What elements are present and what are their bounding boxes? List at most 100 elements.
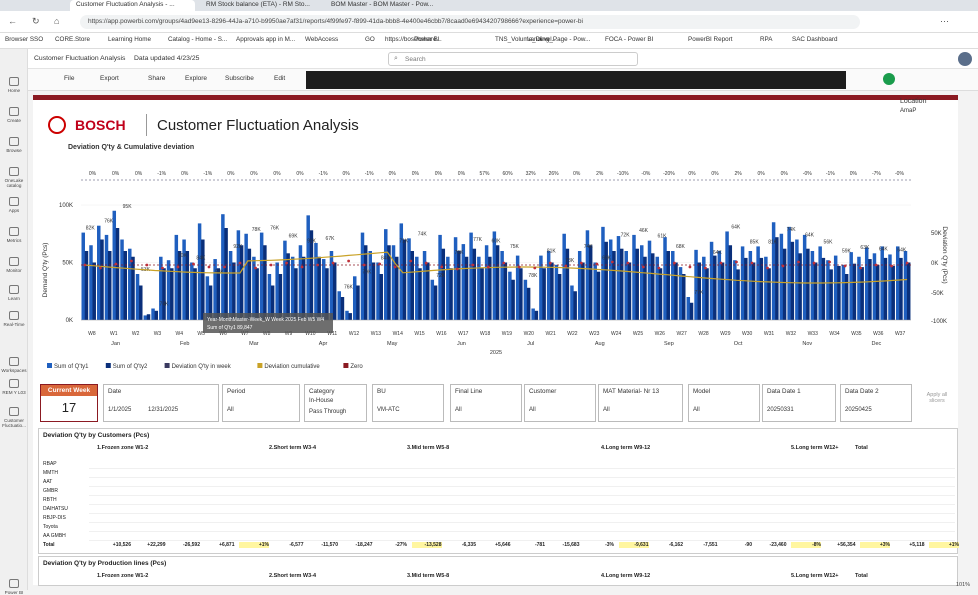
explore-button[interactable]: Explore: [185, 75, 208, 82]
rail-item-label[interactable]: Learn: [8, 296, 20, 301]
deviation-point: [641, 265, 645, 269]
tab-bom-master[interactable]: BOM Master - BOM Master - Pow...: [331, 1, 434, 8]
bu-filter-value[interactable]: VM-ATC: [377, 407, 400, 413]
period-filter-value[interactable]: All: [227, 407, 234, 413]
bookmark-item[interactable]: RPA: [760, 36, 773, 43]
filter-customer[interactable]: Customer All: [524, 384, 596, 422]
date-from[interactable]: 1/1/2025: [108, 407, 132, 413]
y2-tick-label: 0K: [931, 261, 938, 267]
bookmark-item[interactable]: Approvals app in M...: [236, 36, 296, 43]
filter-model[interactable]: Model All: [688, 384, 760, 422]
filter-category[interactable]: Category In-House Pass Through: [304, 384, 367, 422]
bookmark-item[interactable]: SAC Dashboard: [792, 36, 838, 43]
rail-item-label[interactable]: OneLake catalog: [4, 178, 24, 188]
bookmark-item[interactable]: PowerBI Report: [688, 36, 733, 43]
refresh-icon[interactable]: ↻: [32, 16, 40, 26]
bar-qty2: [689, 302, 694, 320]
apply-slicers-button[interactable]: Apply all slicers: [926, 392, 948, 404]
edit-button[interactable]: Edit: [274, 75, 286, 82]
deviation-point: [517, 265, 521, 269]
bookmark-item[interactable]: Learning Home: [108, 36, 152, 43]
week-label: W34: [829, 331, 840, 337]
bookmark-item[interactable]: TNS_Volume_Devel...: [495, 36, 557, 43]
zoom-level[interactable]: 101%: [956, 582, 971, 588]
rail-item-label[interactable]: Workspaces: [1, 368, 27, 373]
rail-item-label[interactable]: Home: [7, 88, 21, 93]
filter-bu[interactable]: BU VM-ATC: [372, 384, 444, 422]
export-menu[interactable]: Export: [100, 75, 119, 82]
filter-date[interactable]: Date 1/1/2025 12/31/2025: [103, 384, 219, 422]
filter-d2[interactable]: Data Date 2 20250425: [840, 384, 912, 422]
bar-qty2: [682, 274, 686, 320]
rail-item-label[interactable]: Apps: [8, 208, 20, 213]
bookmark-item[interactable]: GO: [365, 36, 375, 43]
avatar[interactable]: [958, 52, 972, 66]
bookmark-item[interactable]: CORE.Store: [55, 36, 90, 43]
category-option[interactable]: Pass Through: [309, 409, 347, 415]
rail-icon[interactable]: [9, 107, 19, 116]
rail-item-label[interactable]: Metrics: [6, 238, 22, 243]
rail-item-label[interactable]: Create: [7, 118, 21, 123]
rail-icon[interactable]: [9, 311, 19, 320]
bar-qty2: [899, 257, 903, 320]
search-box[interactable]: ⌕ Search: [388, 52, 638, 66]
filter-final[interactable]: Final Line All: [450, 384, 522, 422]
bookmark-item[interactable]: WebAccess: [305, 36, 339, 43]
location-value[interactable]: AmaP: [900, 108, 917, 114]
deviation-chart[interactable]: 100K 50K 0K 50K 0K -50K -100K Demand Q'ty (Pcs)…: [33, 155, 958, 380]
rail-item-label[interactable]: Real-Time: [3, 322, 25, 327]
category-option[interactable]: In-House: [309, 398, 334, 404]
bar-qty1: [616, 236, 621, 320]
refresh-icon[interactable]: [883, 73, 895, 85]
rail-icon[interactable]: [9, 257, 19, 266]
rail-icon[interactable]: [9, 579, 19, 588]
rail-icon[interactable]: [9, 77, 19, 86]
rail-item-label[interactable]: Power BI: [4, 590, 24, 595]
rail-icon[interactable]: [9, 167, 19, 176]
rail-icon[interactable]: [9, 357, 19, 366]
bookmark-item[interactable]: Landing_Page - Pow...: [527, 36, 591, 43]
bookmark-item[interactable]: Catalog - Home - S...: [168, 36, 228, 43]
tab-rm-stock[interactable]: RM Stock balance (ETA) - RM Sto...: [206, 1, 310, 8]
rail-icon[interactable]: [9, 227, 19, 236]
rail-icon[interactable]: [9, 285, 19, 294]
deviation-point: [533, 266, 537, 270]
mat-filter-value[interactable]: All: [603, 407, 610, 413]
model-filter-value[interactable]: All: [693, 407, 700, 413]
bookmark-item[interactable]: FOCA - Power BI: [605, 36, 654, 43]
share-button[interactable]: Share: [148, 75, 166, 82]
rail-icon[interactable]: [9, 407, 19, 416]
filter-period[interactable]: Period All: [222, 384, 300, 422]
filter-mat[interactable]: MAT Material- Nr 13 All: [598, 384, 683, 422]
rail-icon[interactable]: [9, 379, 19, 388]
final-filter-value[interactable]: All: [455, 407, 462, 413]
rail-item-label[interactable]: Monitor: [6, 268, 22, 273]
rail-item-label[interactable]: Customer Fluctuatio...: [2, 418, 26, 428]
more-icon[interactable]: ⋯: [940, 16, 949, 26]
subscribe-button[interactable]: Subscribe: [225, 75, 254, 82]
deviation-point: [502, 261, 506, 265]
redacted-area: [306, 71, 846, 89]
url-input[interactable]: https://app.powerbi.com/groups/4ad9ee13-…: [80, 15, 860, 29]
customer-filter-value[interactable]: All: [529, 407, 536, 413]
rail-icon[interactable]: [9, 137, 19, 146]
d2-filter-value[interactable]: 20250425: [845, 407, 872, 413]
rail-item-label[interactable]: Browse: [6, 148, 22, 153]
date-to[interactable]: 12/31/2025: [148, 407, 179, 413]
pct-label: -20%: [663, 171, 675, 177]
d1-filter-value[interactable]: 20250331: [767, 407, 794, 413]
rail-item-label[interactable]: REM Y L03: [2, 390, 26, 395]
bookmark-item[interactable]: Power BI: [414, 36, 440, 43]
data-updated[interactable]: Data updated 4/23/25: [134, 55, 200, 62]
bar-qty2: [728, 245, 733, 320]
filter-d1[interactable]: Data Date 1 20250331: [762, 384, 836, 422]
home-icon[interactable]: ⌂: [54, 16, 60, 26]
bookmark-item[interactable]: https://boschshare...: [385, 36, 442, 43]
back-icon[interactable]: ←: [8, 16, 17, 26]
file-menu[interactable]: File: [64, 75, 75, 82]
month-label: Jul: [527, 341, 534, 347]
bookmark-item[interactable]: Browser SSO: [5, 36, 44, 43]
tab-customer-fluctuation[interactable]: Customer Fluctuation Analysis - ...: [70, 0, 195, 11]
rail-icon[interactable]: [9, 197, 19, 206]
bar-qty1: [360, 232, 365, 320]
